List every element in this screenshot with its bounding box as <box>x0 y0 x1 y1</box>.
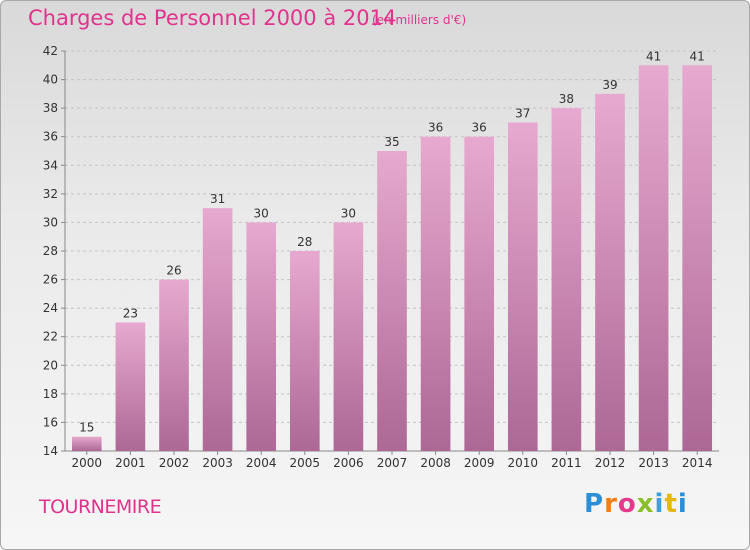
x-tick-label: 2003 <box>202 456 233 470</box>
data-label: 38 <box>559 92 574 106</box>
logo-letter: i <box>677 489 688 519</box>
x-tick-label: 2005 <box>290 456 321 470</box>
bar <box>202 208 233 451</box>
data-label: 36 <box>472 121 487 135</box>
x-tick-label: 2009 <box>464 456 495 470</box>
commune-name: TOURNEMIRE <box>39 496 162 518</box>
y-tick-label: 38 <box>43 101 58 115</box>
y-tick-label: 32 <box>43 187 58 201</box>
x-tick-label: 2013 <box>638 456 669 470</box>
bar <box>115 322 146 451</box>
logo-letter: x <box>636 489 655 519</box>
bar <box>289 251 320 451</box>
y-tick-label: 14 <box>43 444 58 458</box>
bar <box>682 65 713 452</box>
y-tick-label: 34 <box>43 158 58 172</box>
data-label: 37 <box>515 106 530 120</box>
logo-letter: t <box>664 489 678 519</box>
data-label: 31 <box>210 192 225 206</box>
bar <box>71 436 102 451</box>
x-tick-label: 2000 <box>72 456 103 470</box>
chart-subtitle: (en milliers d'€) <box>372 13 467 27</box>
chart-title: Charges de Personnel 2000 à 2014 <box>28 6 397 30</box>
logo-letter: P <box>584 489 605 519</box>
data-label: 36 <box>428 121 443 135</box>
logo-letter: r <box>604 489 618 519</box>
proxiti-logo: Proxiti <box>584 489 688 519</box>
y-tick-label: 26 <box>43 273 58 287</box>
data-label: 41 <box>646 49 661 63</box>
y-tick-label: 28 <box>43 244 58 258</box>
data-label: 23 <box>123 306 138 320</box>
data-label: 26 <box>166 264 181 278</box>
y-tick-label: 22 <box>43 330 58 344</box>
bar <box>420 136 451 451</box>
bar <box>638 65 669 452</box>
y-tick-label: 18 <box>43 387 58 401</box>
data-label: 30 <box>341 206 356 220</box>
data-label: 35 <box>384 135 399 149</box>
data-label: 28 <box>297 235 312 249</box>
y-tick-label: 40 <box>43 73 58 87</box>
x-tick-label: 2011 <box>551 456 582 470</box>
data-label: 15 <box>79 421 94 435</box>
y-tick-label: 30 <box>43 215 58 229</box>
data-label: 39 <box>602 78 617 92</box>
x-tick-label: 2012 <box>595 456 626 470</box>
x-tick-label: 2001 <box>115 456 146 470</box>
y-tick-label: 24 <box>43 301 58 315</box>
data-label: 41 <box>690 49 705 63</box>
bar <box>551 108 582 452</box>
bar <box>246 222 277 451</box>
y-tick-label: 16 <box>43 415 58 429</box>
bar <box>333 222 364 451</box>
x-tick-label: 2014 <box>682 456 713 470</box>
y-tick-label: 20 <box>43 358 58 372</box>
x-tick-label: 2006 <box>333 456 364 470</box>
x-tick-label: 2002 <box>159 456 190 470</box>
x-tick-label: 2008 <box>420 456 451 470</box>
bar <box>595 93 625 451</box>
y-tick-label: 42 <box>43 44 58 58</box>
bar <box>377 151 407 451</box>
logo-letter: i <box>654 489 665 519</box>
bar <box>159 279 189 451</box>
bar <box>464 136 495 451</box>
x-tick-label: 2007 <box>377 456 408 470</box>
data-label: 30 <box>254 206 269 220</box>
logo-letter: o <box>617 489 637 519</box>
x-tick-label: 2010 <box>508 456 539 470</box>
y-tick-label: 36 <box>43 130 58 144</box>
x-tick-label: 2004 <box>246 456 277 470</box>
bar <box>507 122 538 451</box>
